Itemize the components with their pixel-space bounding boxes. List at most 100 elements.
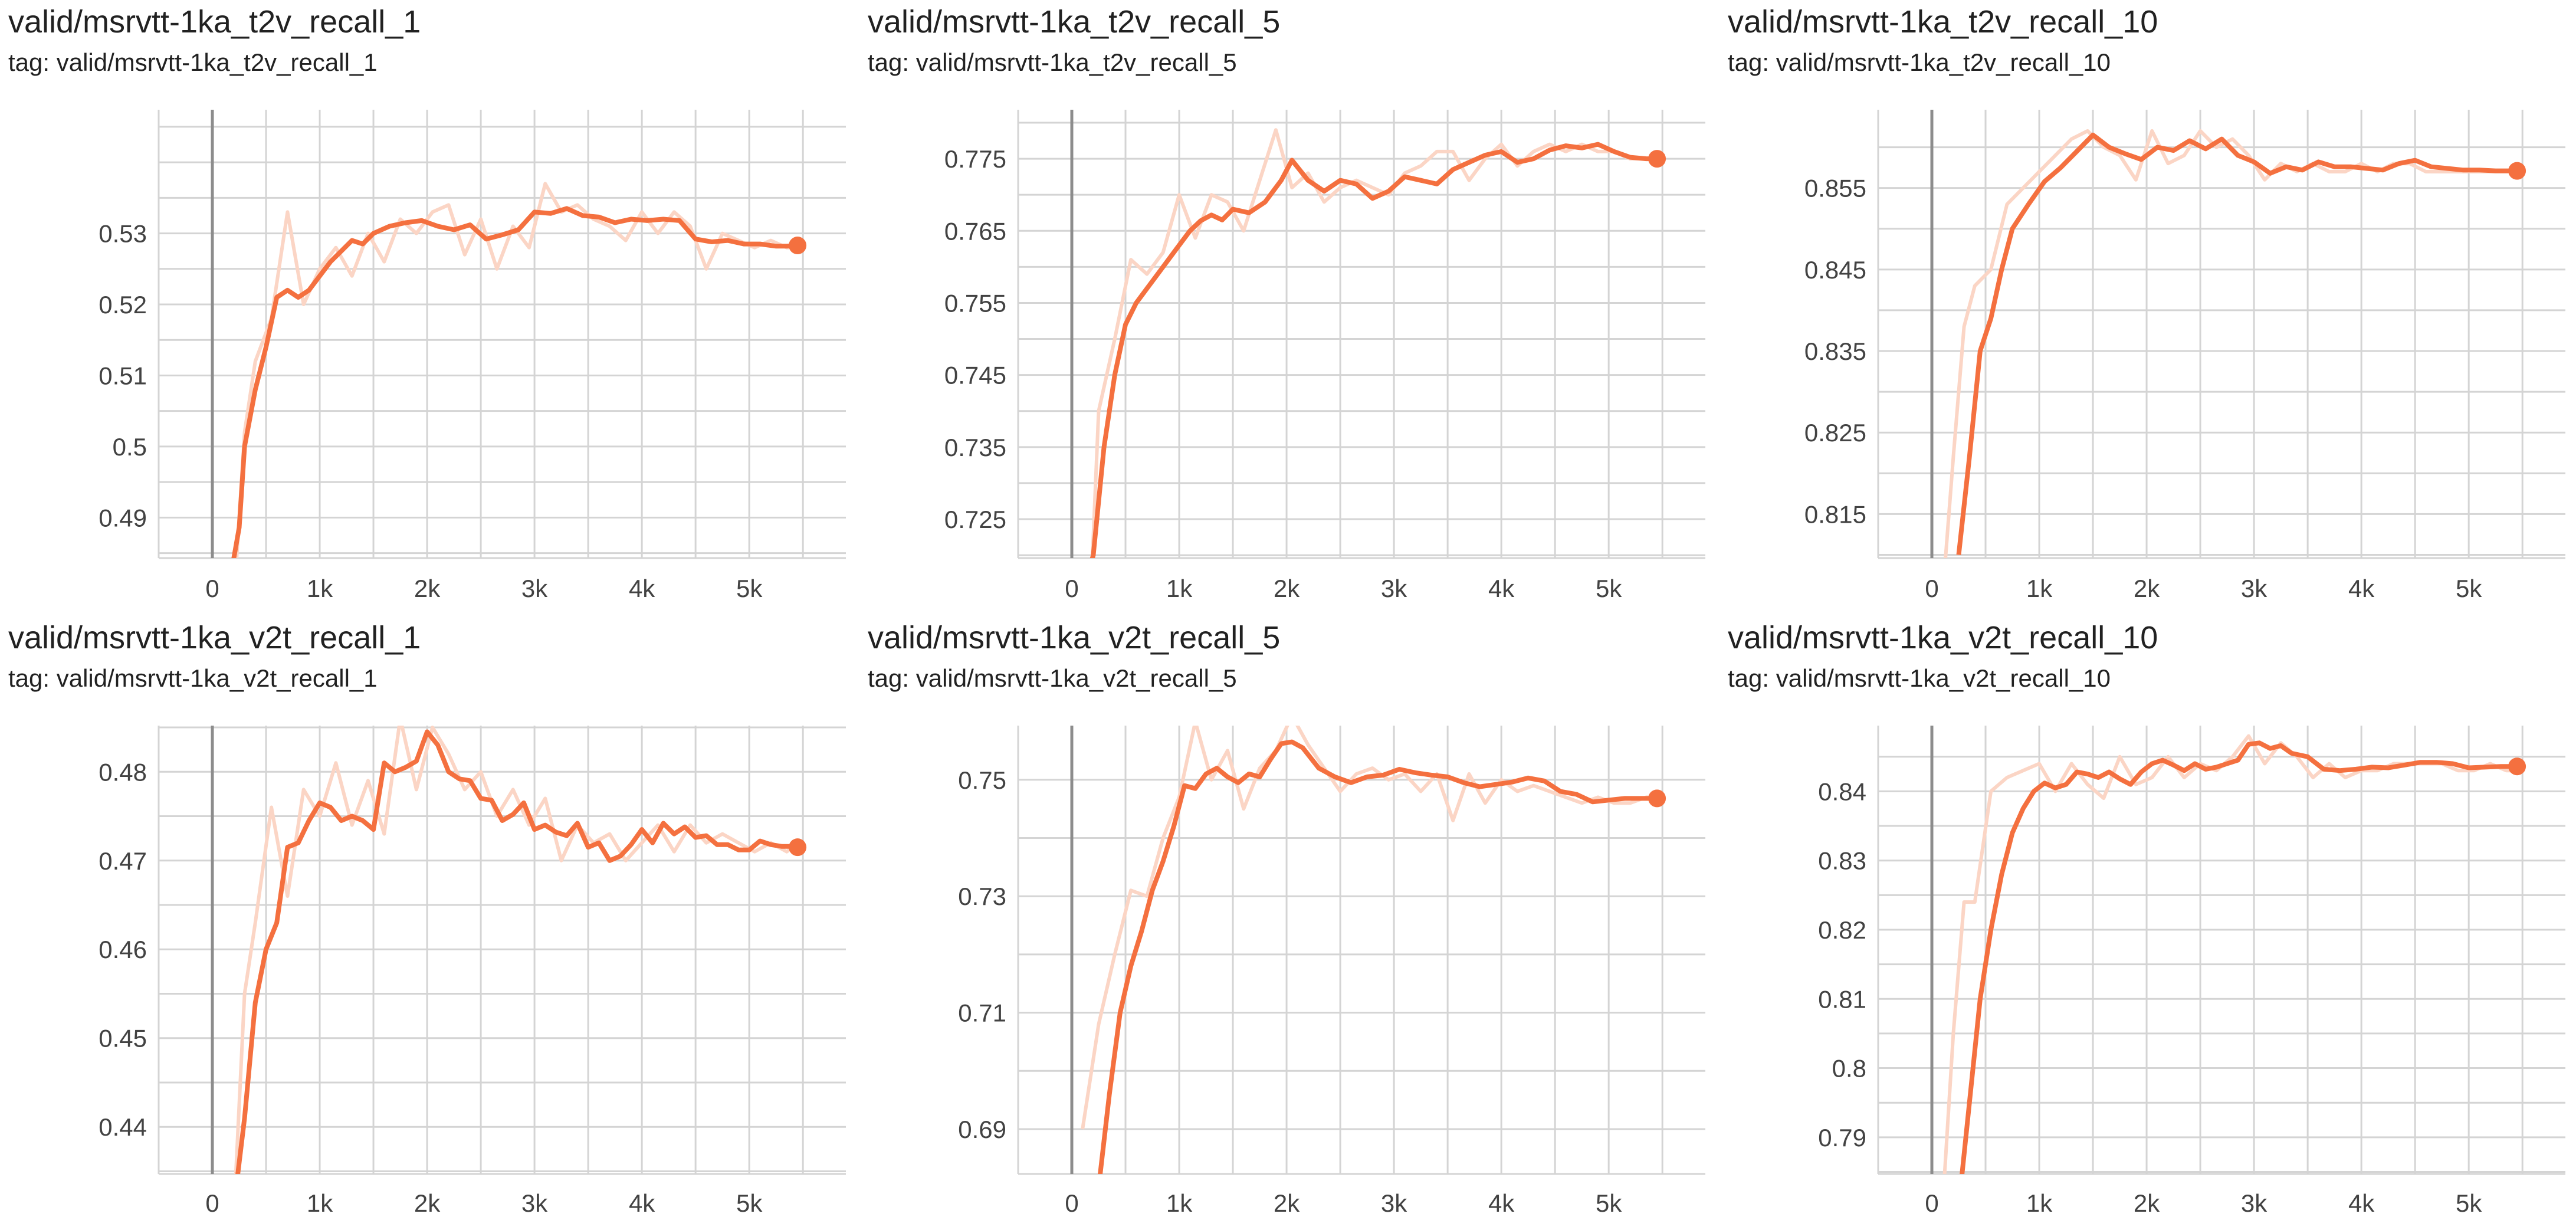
chart-title: valid/msrvtt-1ka_t2v_recall_1 — [8, 4, 421, 40]
x-tick-label: 1k — [2026, 1189, 2053, 1217]
x-tick-label: 1k — [1166, 1189, 1193, 1217]
y-tick-label: 0.8 — [1832, 1055, 1866, 1083]
x-tick-label: 2k — [1274, 575, 1300, 602]
y-tick-label: 0.79 — [1818, 1124, 1866, 1152]
x-tick-label: 2k — [2134, 575, 2160, 602]
y-tick-label: 0.51 — [99, 362, 147, 389]
y-tick-label: 0.48 — [99, 758, 147, 786]
x-tick-label: 0 — [1065, 575, 1078, 602]
x-tick-label: 2k — [1274, 1189, 1300, 1217]
y-tick-label: 0.75 — [958, 766, 1006, 794]
x-tick-label: 5k — [2456, 575, 2482, 602]
series-line-smoothed — [1098, 739, 1658, 1174]
x-tick-label: 2k — [414, 575, 441, 602]
x-tick-label: 1k — [1166, 575, 1193, 602]
series-end-point — [789, 237, 807, 255]
x-tick-label: 4k — [629, 1189, 655, 1217]
x-tick-label: 3k — [2241, 575, 2267, 602]
x-tick-label: 3k — [1381, 1189, 1407, 1217]
x-tick-label: 4k — [1488, 575, 1515, 602]
x-tick-label: 5k — [1596, 1189, 1622, 1217]
chart-tag: tag: valid/msrvtt-1ka_t2v_recall_10 — [1728, 48, 2111, 76]
y-tick-label: 0.835 — [1804, 337, 1866, 365]
x-tick-label: 0 — [205, 1189, 219, 1217]
y-tick-label: 0.84 — [1818, 778, 1866, 805]
chart-title: valid/msrvtt-1ka_v2t_recall_1 — [8, 620, 421, 655]
y-tick-label: 0.83 — [1818, 847, 1866, 875]
y-tick-label: 0.52 — [99, 291, 147, 319]
x-tick-label: 4k — [1488, 1189, 1515, 1217]
chart-title: valid/msrvtt-1ka_t2v_recall_5 — [868, 4, 1281, 40]
x-tick-label: 1k — [307, 1189, 333, 1217]
series-line-raw — [235, 182, 798, 558]
chart-tag: tag: valid/msrvtt-1ka_t2v_recall_5 — [868, 48, 1237, 76]
grid — [157, 726, 846, 1175]
line-chart: 0.815 0.825 0.835 0.845 0.855 0 1k 2k 3k 4k 5k — [1804, 110, 2565, 602]
y-tick-label: 0.745 — [944, 362, 1006, 389]
series-line-smoothed — [1956, 132, 2518, 555]
x-tick-label: 1k — [2026, 575, 2053, 602]
y-tick-label: 0.69 — [958, 1116, 1006, 1143]
x-tick-label: 1k — [307, 575, 333, 602]
series-line-smoothed — [231, 206, 798, 558]
line-chart: 0.725 0.735 0.745 0.755 0.765 0.775 0 1k 2k 3k 4k 5… — [944, 110, 1705, 602]
series-line-smoothed — [235, 729, 798, 1174]
y-tick-label: 0.45 — [99, 1025, 147, 1052]
x-tick-label: 3k — [521, 1189, 548, 1217]
grid — [1877, 110, 2565, 559]
x-tick-label: 0 — [1065, 1189, 1078, 1217]
y-tick-label: 0.775 — [944, 145, 1006, 173]
series-end-point — [2508, 757, 2526, 776]
y-tick-label: 0.82 — [1818, 916, 1866, 944]
y-tick-label: 0.73 — [958, 883, 1006, 910]
x-tick-label: 3k — [2241, 1189, 2267, 1217]
y-tick-label: 0.855 — [1804, 175, 1866, 202]
line-chart: 0.69 0.71 0.73 0.75 0 1k 2k 3k 4k 5k — [958, 726, 1705, 1217]
y-tick-label: 0.825 — [1804, 419, 1866, 447]
x-tick-label: 4k — [2348, 1189, 2375, 1217]
series-line-raw — [234, 726, 799, 1174]
line-chart: 0.44 0.45 0.46 0.47 0.48 0 1k 2k 3k 4k 5k — [99, 726, 846, 1217]
chart-tag: tag: valid/msrvtt-1ka_v2t_recall_1 — [8, 664, 378, 692]
grid — [1877, 726, 2565, 1175]
y-tick-label: 0.53 — [99, 220, 147, 248]
series-line-smoothed — [1090, 142, 1658, 558]
chart-tag: tag: valid/msrvtt-1ka_v2t_recall_10 — [1728, 664, 2111, 692]
x-tick-label: 0 — [1925, 575, 1938, 602]
series-end-point — [2508, 162, 2526, 180]
line-chart: 0.79 0.8 0.81 0.82 0.83 0.84 0 1k 2k 3k 4k 5k — [1818, 726, 2565, 1217]
grid — [1017, 726, 1705, 1175]
chart-title: valid/msrvtt-1ka_v2t_recall_10 — [1728, 620, 2158, 655]
x-tick-label: 5k — [2456, 1189, 2482, 1217]
series-line-raw — [1090, 128, 1658, 558]
x-tick-label: 2k — [414, 1189, 441, 1217]
series-end-point — [789, 838, 807, 857]
series-end-point — [1648, 150, 1666, 168]
y-tick-label: 0.49 — [99, 504, 147, 532]
x-tick-label: 4k — [2348, 575, 2375, 602]
x-tick-label: 4k — [629, 575, 655, 602]
x-tick-label: 5k — [736, 1189, 763, 1217]
x-tick-label: 3k — [1381, 575, 1407, 602]
line-chart: 0.49 0.5 0.51 0.52 0.53 0 1k 2k 3k 4k 5k — [99, 110, 846, 602]
y-tick-label: 0.46 — [99, 936, 147, 963]
x-tick-label: 0 — [1925, 1189, 1938, 1217]
grid — [157, 110, 846, 559]
y-tick-label: 0.755 — [944, 289, 1006, 317]
chart-tag: tag: valid/msrvtt-1ka_t2v_recall_1 — [8, 48, 378, 76]
series-line-raw — [1942, 734, 2518, 1174]
y-tick-label: 0.47 — [99, 847, 147, 875]
x-tick-label: 5k — [1596, 575, 1622, 602]
chart-tag: tag: valid/msrvtt-1ka_v2t_recall_5 — [868, 664, 1237, 692]
y-tick-label: 0.735 — [944, 434, 1006, 461]
x-tick-label: 3k — [521, 575, 548, 602]
y-tick-label: 0.725 — [944, 506, 1006, 533]
y-tick-label: 0.815 — [1804, 500, 1866, 528]
y-tick-label: 0.765 — [944, 217, 1006, 245]
y-tick-label: 0.44 — [99, 1113, 147, 1141]
x-tick-label: 0 — [205, 575, 219, 602]
y-tick-label: 0.81 — [1818, 985, 1866, 1013]
y-tick-label: 0.5 — [113, 433, 147, 461]
chart-title: valid/msrvtt-1ka_v2t_recall_5 — [868, 620, 1281, 655]
y-tick-label: 0.71 — [958, 999, 1006, 1027]
